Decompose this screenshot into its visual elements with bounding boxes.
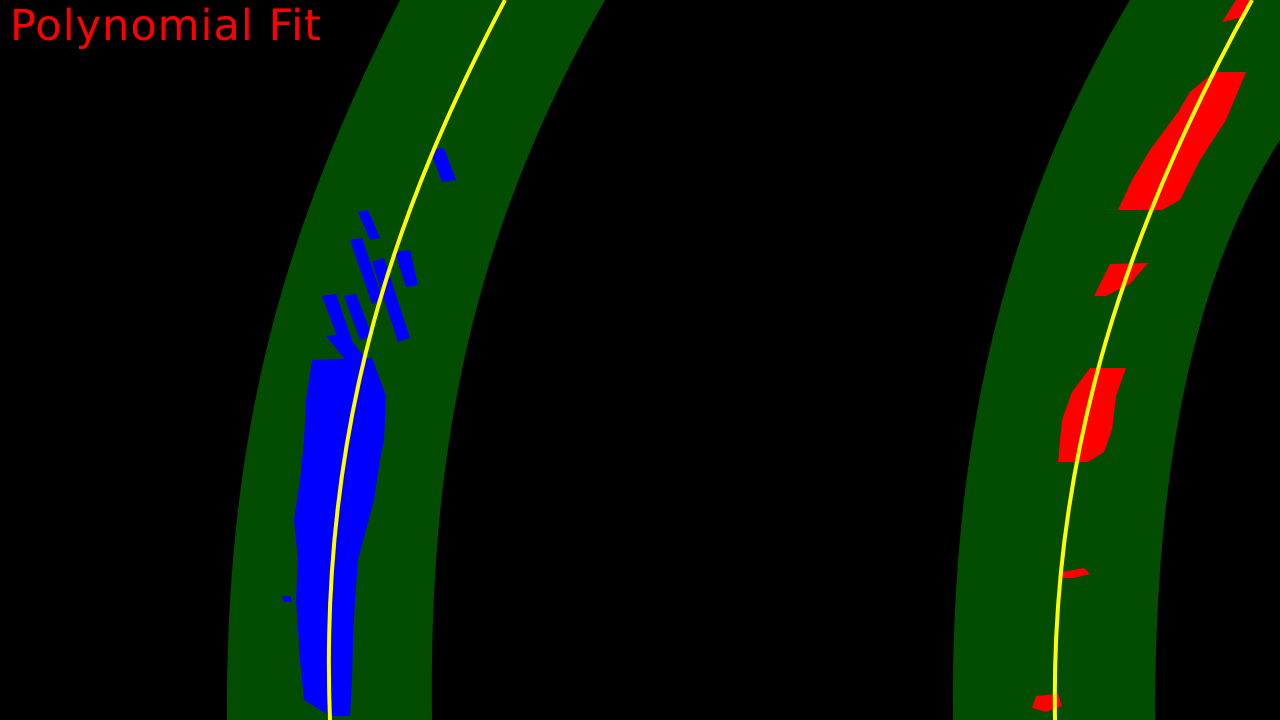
right-search-window xyxy=(952,0,1280,720)
left-pixel-blob xyxy=(322,294,352,344)
right-pixel-blob xyxy=(1222,0,1252,22)
right-pixel-blob xyxy=(1058,368,1126,462)
left-lane-main-body xyxy=(294,358,386,716)
left-search-window xyxy=(226,0,605,720)
right-pixel-blob xyxy=(1094,263,1148,296)
left-lane-pixels xyxy=(282,148,456,716)
left-pixel-speck xyxy=(282,596,292,602)
left-pixel-blob xyxy=(344,294,372,340)
right-fit-curve xyxy=(1052,0,1254,720)
left-pixel-blob xyxy=(350,238,383,304)
left-pixel-blob xyxy=(395,250,418,287)
left-pixel-blob xyxy=(372,258,410,342)
right-pixel-speck xyxy=(1058,568,1090,578)
left-fit-curve xyxy=(326,0,507,720)
plot-title: Polynomial Fit xyxy=(10,1,322,51)
left-pixel-blob xyxy=(430,148,456,182)
left-pixel-blob xyxy=(358,210,380,240)
